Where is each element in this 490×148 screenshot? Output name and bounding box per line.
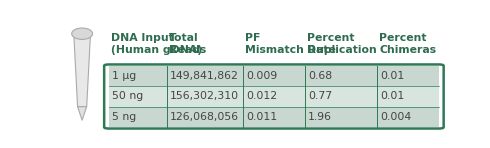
Text: 5 ng: 5 ng — [112, 112, 136, 122]
Text: 0.77: 0.77 — [308, 91, 332, 102]
Text: Percent
Duplication: Percent Duplication — [307, 33, 376, 55]
Text: Percent
Chimeras: Percent Chimeras — [379, 33, 436, 55]
Text: 0.01: 0.01 — [380, 91, 405, 102]
Text: 1 μg: 1 μg — [112, 71, 136, 81]
Text: 0.004: 0.004 — [380, 112, 412, 122]
Text: 156,302,310: 156,302,310 — [170, 91, 239, 102]
Bar — [109, 107, 439, 127]
Text: 0.012: 0.012 — [246, 91, 277, 102]
Text: 0.68: 0.68 — [308, 71, 332, 81]
Text: 1.96: 1.96 — [308, 112, 332, 122]
Polygon shape — [74, 34, 91, 107]
Text: 149,841,862: 149,841,862 — [170, 71, 239, 81]
Text: Total
Reads: Total Reads — [169, 33, 206, 55]
Text: 50 ng: 50 ng — [112, 91, 143, 102]
Text: 126,068,056: 126,068,056 — [170, 112, 239, 122]
Bar — [109, 86, 439, 107]
Text: DNA Input
(Human gDNA): DNA Input (Human gDNA) — [111, 33, 202, 55]
Polygon shape — [77, 107, 87, 120]
Text: 0.011: 0.011 — [246, 112, 277, 122]
Text: 0.009: 0.009 — [246, 71, 277, 81]
Ellipse shape — [72, 28, 93, 39]
Bar — [109, 66, 439, 86]
Text: 0.01: 0.01 — [380, 71, 405, 81]
Text: PF
Mismatch Rate: PF Mismatch Rate — [245, 33, 336, 55]
